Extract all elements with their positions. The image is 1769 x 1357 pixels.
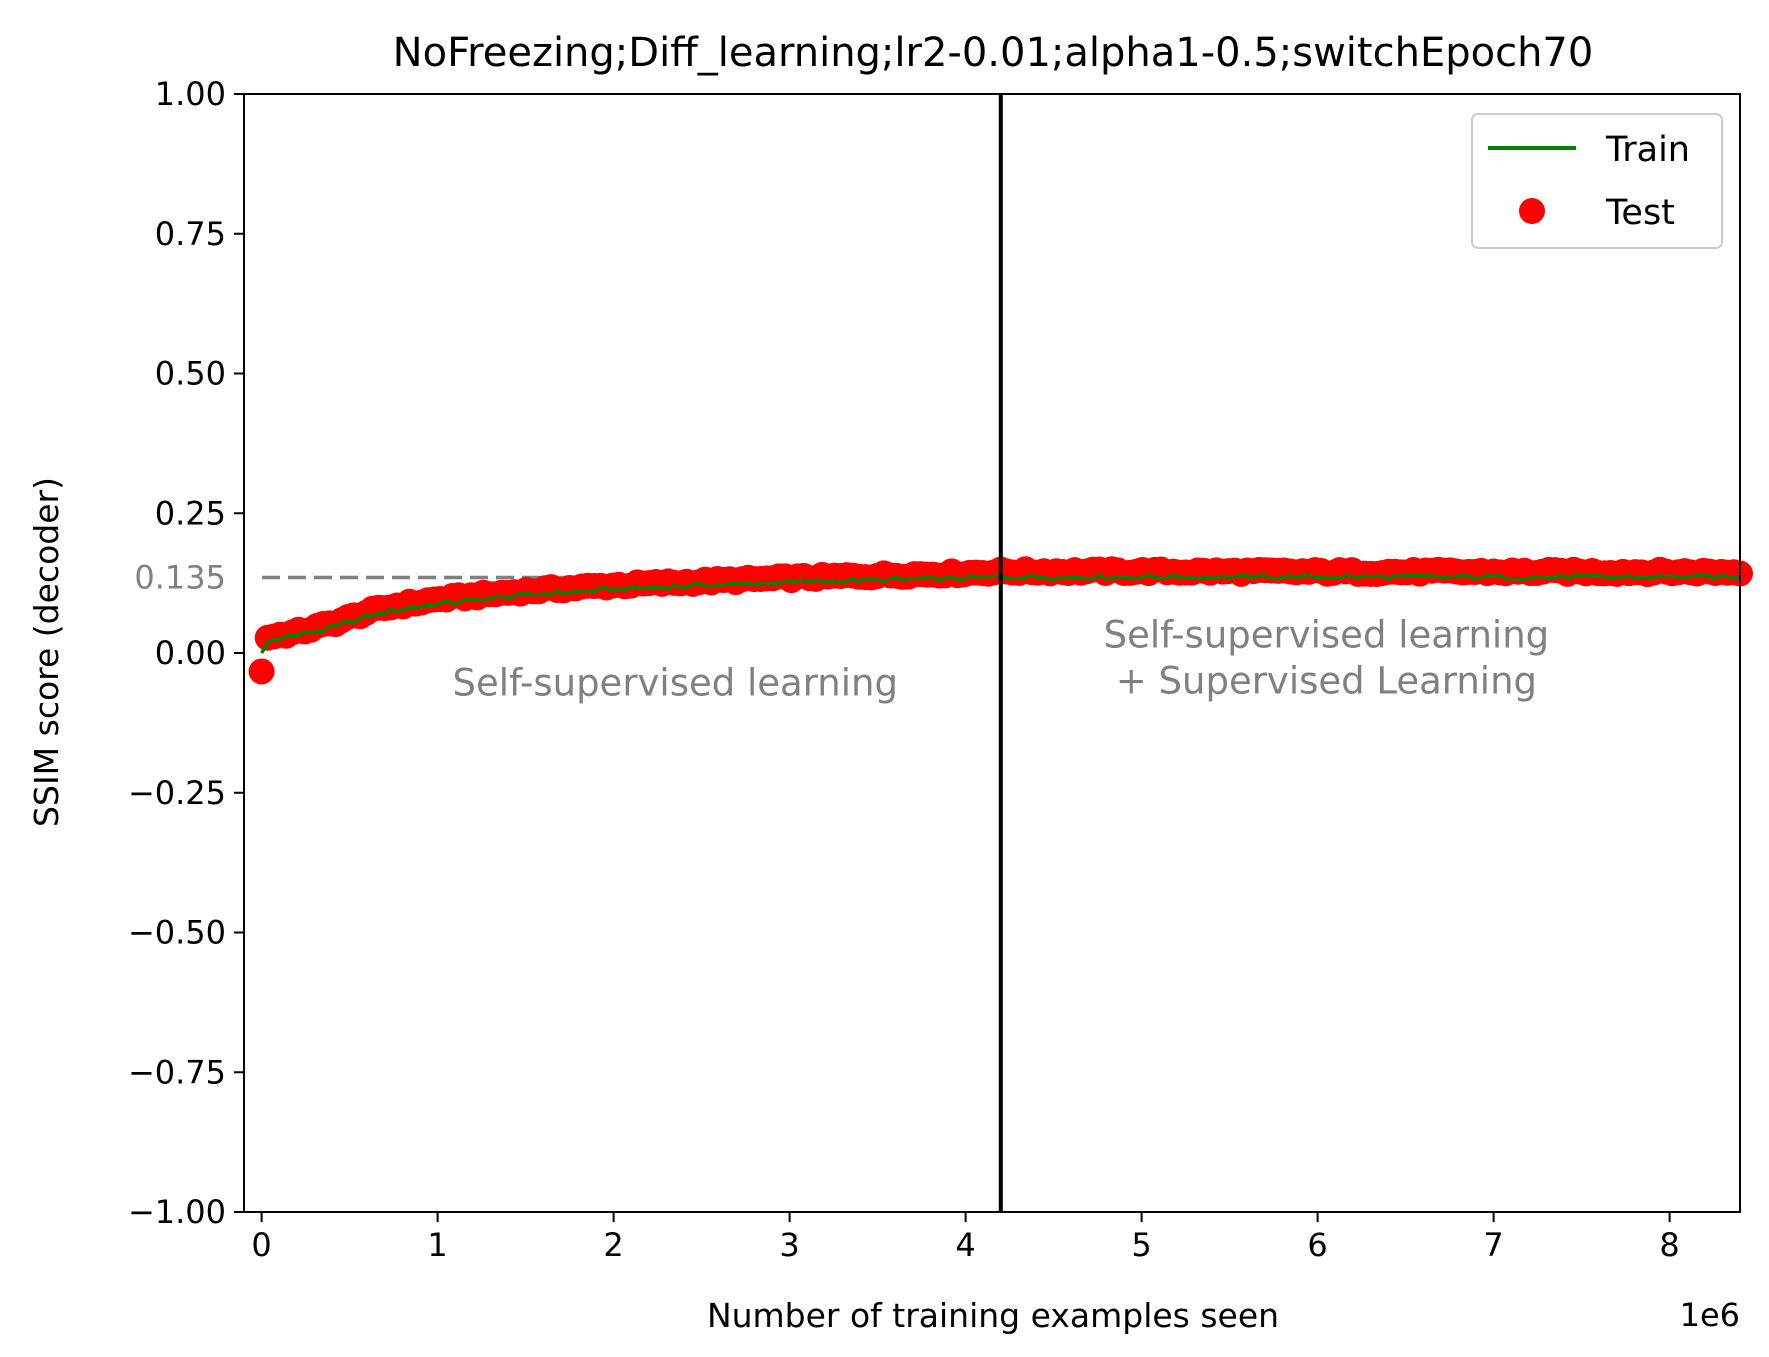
x-tick-label: 0 (251, 1226, 271, 1264)
x-tick-label: 4 (955, 1226, 975, 1264)
y-axis-label: SSIM score (decoder) (27, 477, 66, 827)
annotation-layer: Self-supervised learning Self-supervised … (452, 614, 1549, 705)
x-tick-label: 1 (427, 1226, 447, 1264)
x-tick-label: 8 (1659, 1226, 1679, 1264)
legend-test-swatch (1519, 198, 1545, 224)
annotation-text: + Supervised Learning (1116, 660, 1537, 703)
plot-background (244, 94, 1740, 1212)
x-tick-label: 3 (779, 1226, 799, 1264)
y-tick-label: 1.00 (155, 75, 226, 113)
x-tick-label: 2 (603, 1226, 623, 1264)
x-tick-label: 6 (1307, 1226, 1327, 1264)
legend-train-label: Train (1605, 130, 1690, 170)
legend-test-label: Test (1605, 193, 1675, 233)
x-tick-label: 5 (1131, 1226, 1151, 1264)
y-tick-label: 0.00 (155, 634, 226, 672)
y-tick-label: −0.50 (128, 914, 226, 952)
x-axis-label: Number of training examples seen (707, 1296, 1279, 1335)
legend: Train Test (1471, 113, 1723, 249)
test-point (248, 658, 275, 685)
y-tick-label: −0.25 (128, 774, 226, 812)
y-tick-label: −0.75 (128, 1053, 226, 1091)
x-axis-ticks: 0 1 2 3 4 5 6 7 8 (251, 1212, 1680, 1264)
y-tick-label: 0.50 (155, 355, 226, 393)
y-tick-label: 0.75 (155, 215, 226, 253)
annotation-text: Self-supervised learning (452, 662, 897, 705)
reference-line-label: 0.135 (134, 559, 226, 597)
y-tick-label: −1.00 (128, 1193, 226, 1231)
chart-title: NoFreezing;Diff_learning;lr2-0.01;alpha1… (393, 30, 1594, 76)
annotation-text: Self-supervised learning (1104, 614, 1549, 657)
y-tick-label: 0.25 (155, 494, 226, 532)
x-tick-label: 7 (1483, 1226, 1503, 1264)
plot-area: 0.135 Self-supervised learningSelf-super… (134, 94, 1753, 1212)
y-axis-ticks: 1.00 0.75 0.50 0.25 0.00 −0.25 −0.50 −0.75 −1.00 (128, 75, 244, 1231)
x-axis-offset-label: 1e6 (1680, 1296, 1740, 1334)
